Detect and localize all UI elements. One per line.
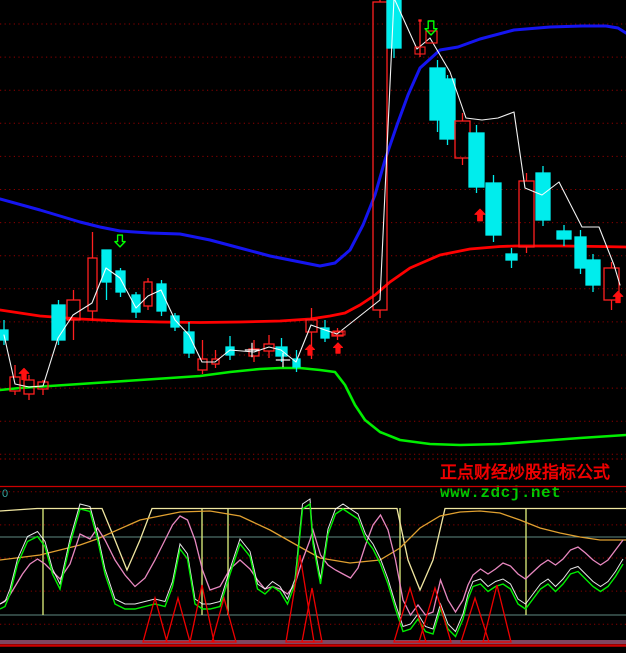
svg-text:0: 0 bbox=[2, 488, 8, 500]
svg-text:正点财经炒股指标公式: 正点财经炒股指标公式 bbox=[440, 462, 610, 482]
